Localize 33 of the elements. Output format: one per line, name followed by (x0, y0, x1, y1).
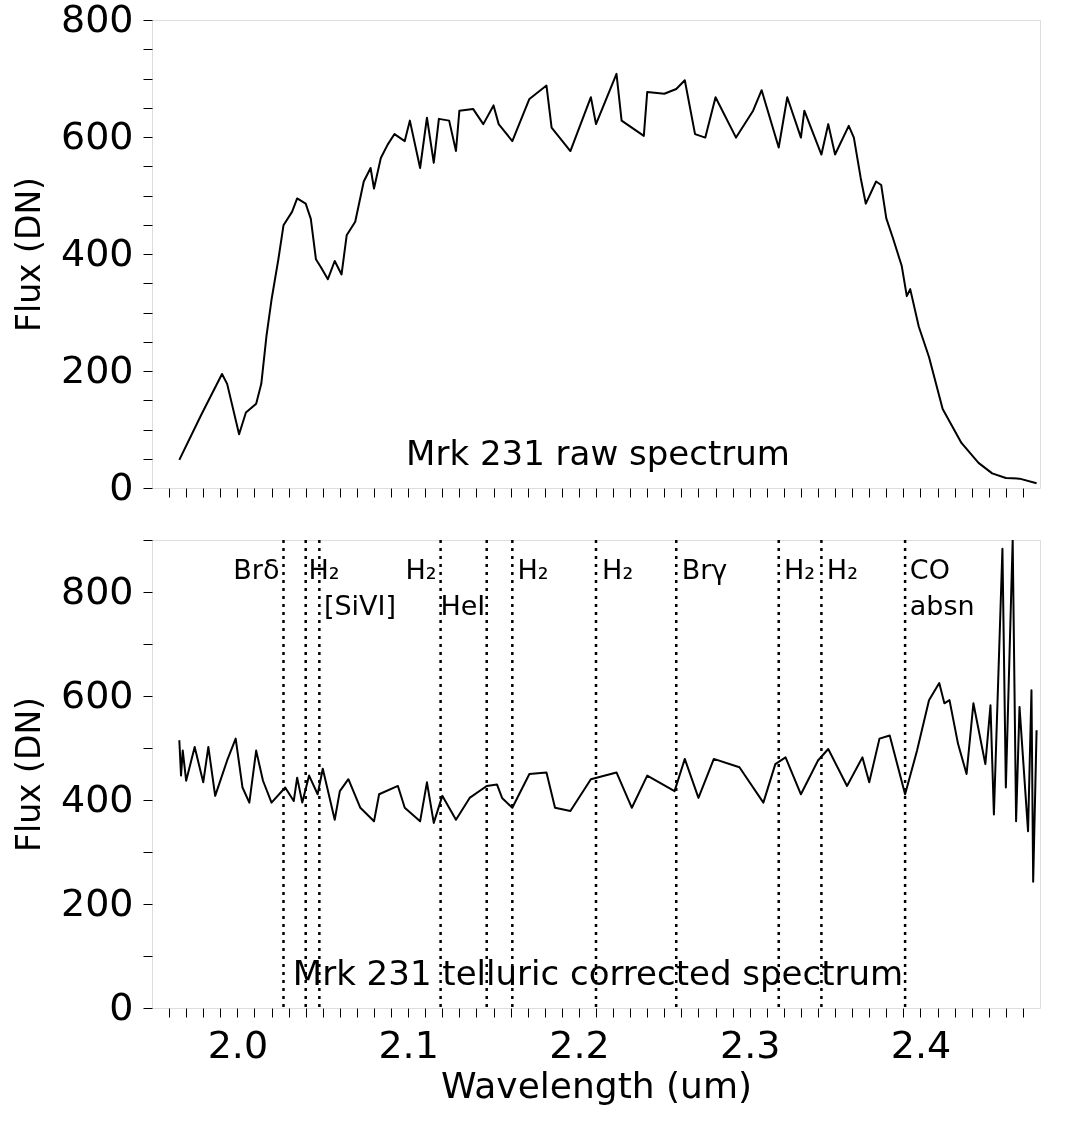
annotation: H₂ (826, 554, 858, 586)
annotation: absn (909, 589, 975, 621)
annotation: Brγ (681, 554, 728, 586)
x-tick-label: 2.4 (890, 1022, 952, 1067)
annotation: H₂ (405, 554, 437, 586)
x-tick-label: 2.2 (549, 1022, 610, 1067)
y-tick-label: 400 (60, 776, 134, 821)
annotation: HeI (440, 589, 486, 621)
y-tick-label: 800 (60, 568, 134, 613)
y-tick-label: 400 (60, 230, 134, 275)
x-tick-label: 2.0 (207, 1022, 269, 1067)
annotation: Mrk 231 telluric corrected spectrum (292, 953, 904, 993)
annotation: H₂ (783, 554, 816, 586)
annotation: [SiVI] (323, 589, 397, 621)
annotation: H₂ (517, 554, 549, 586)
y-tick-label: 0 (109, 984, 134, 1029)
y-tick-label: 800 (60, 0, 134, 41)
annotation: H₂ (308, 554, 340, 586)
y-tick-label: 200 (60, 880, 134, 925)
y-axis-title: Flux (DN) (8, 177, 48, 332)
annotation: Brδ (233, 554, 280, 586)
y-tick-label: 0 (109, 464, 134, 509)
y-tick-label: 600 (60, 113, 134, 158)
y-tick-label: 200 (60, 347, 134, 392)
annotation: H₂ (602, 554, 634, 586)
y-tick-label: 600 (60, 672, 134, 717)
line-series (178, 72, 1038, 485)
annotation: CO (909, 554, 950, 586)
y-axis-title: Flux (DN) (8, 697, 48, 852)
x-axis-title: Wavelength (um) (441, 1064, 752, 1106)
x-tick-label: 2.3 (719, 1022, 781, 1067)
x-tick-label: 2.1 (378, 1022, 439, 1067)
annotation: Mrk 231 raw spectrum (406, 433, 790, 473)
